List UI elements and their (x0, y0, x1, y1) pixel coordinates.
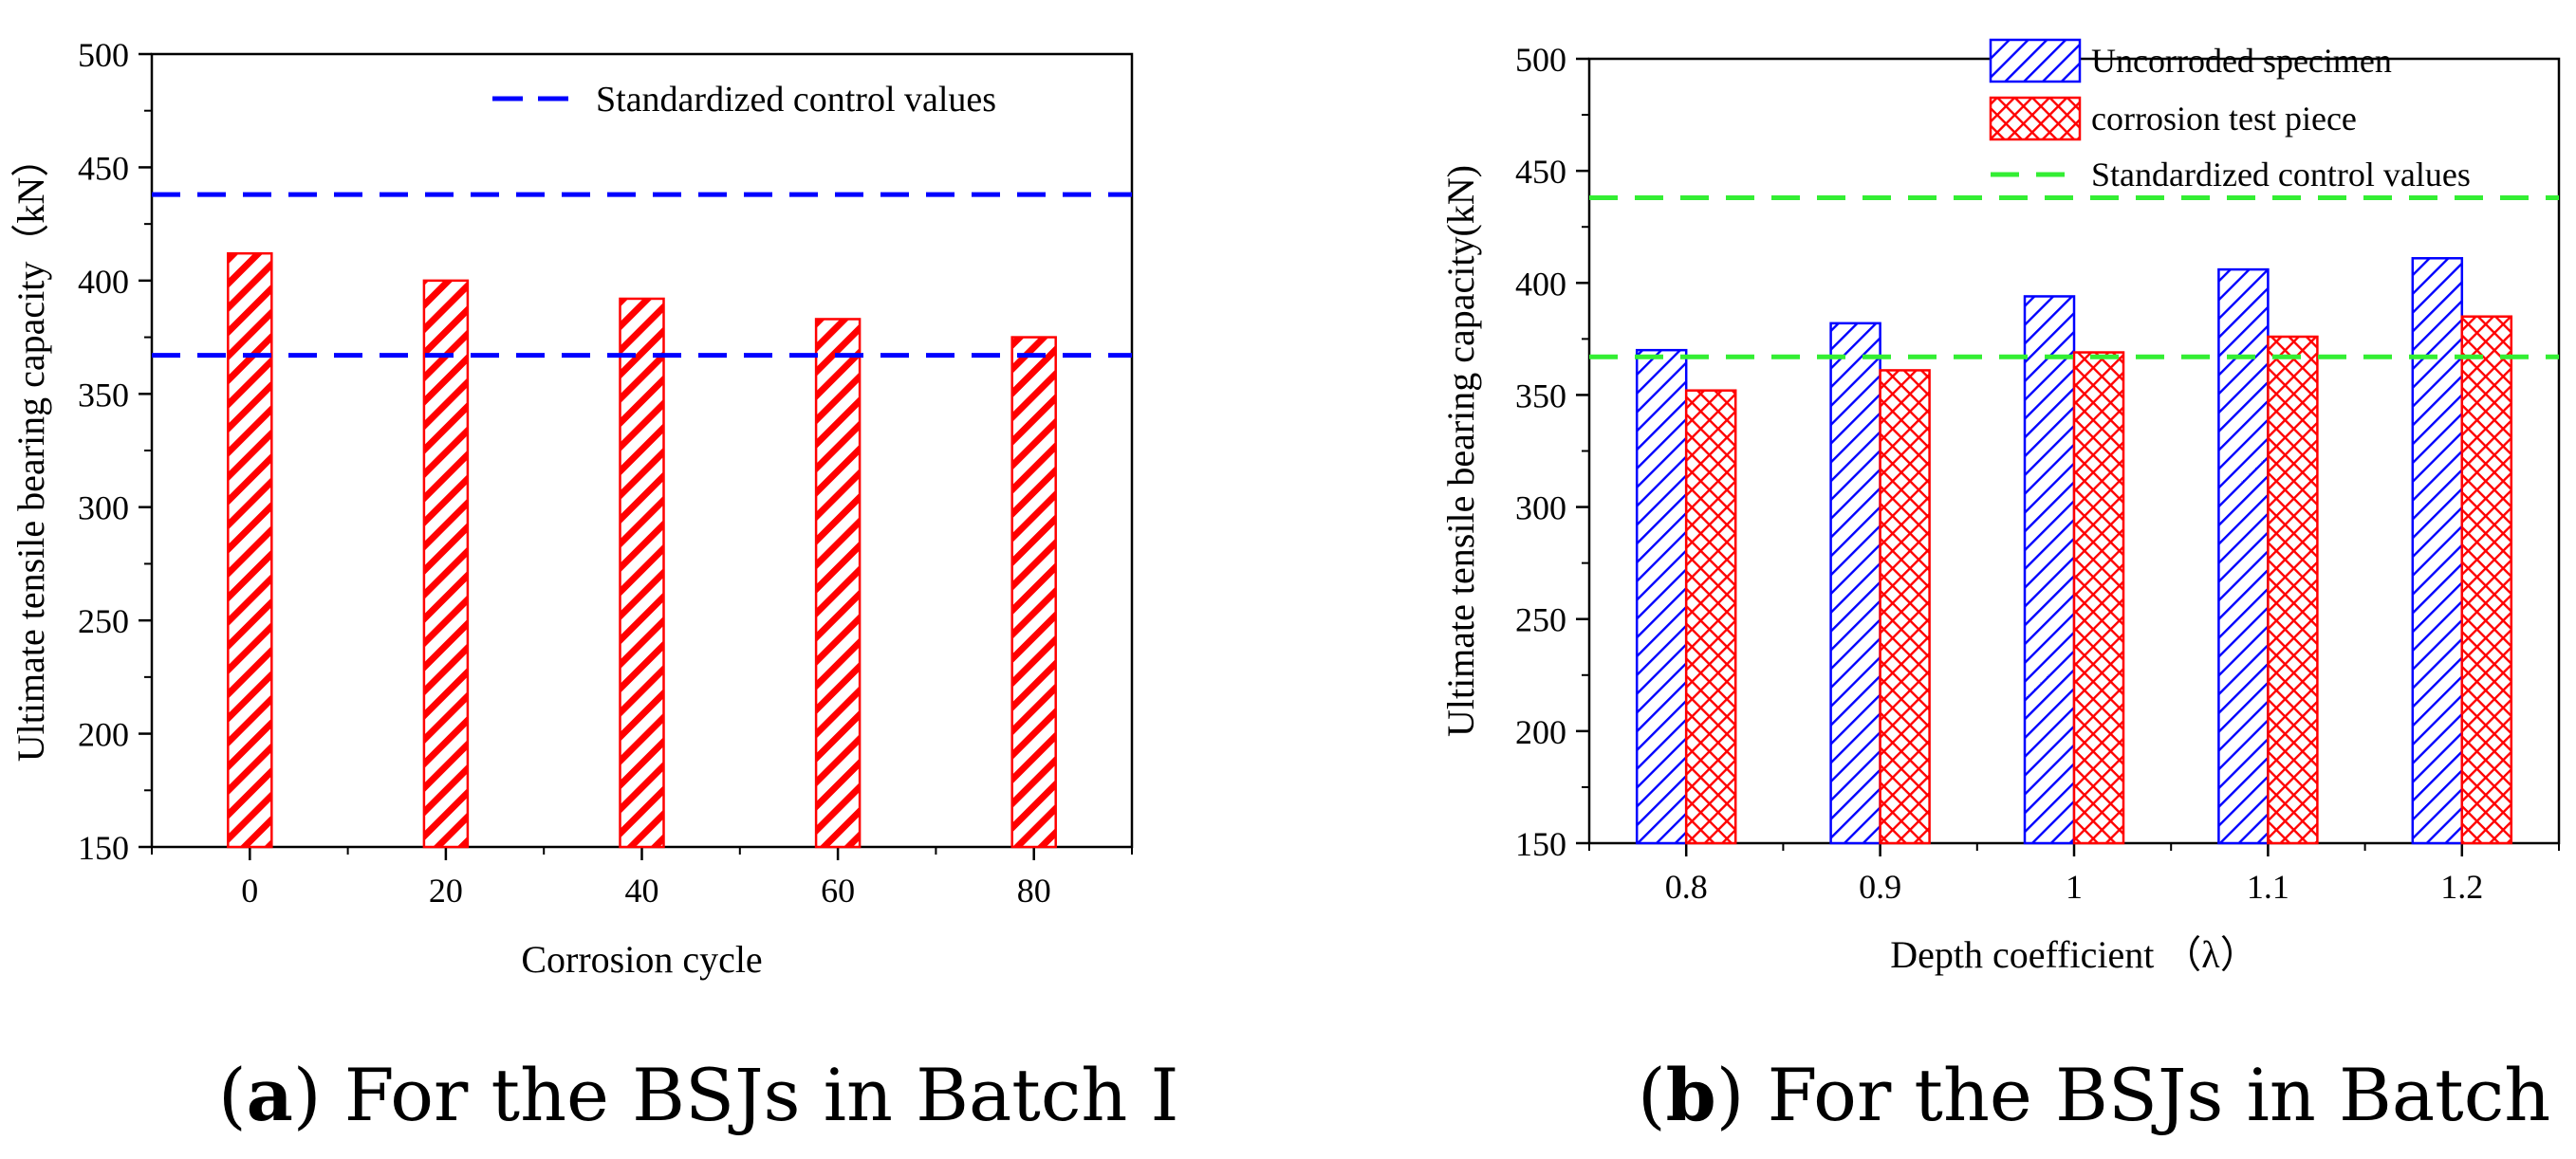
legend-label: Standardized control values (2091, 156, 2471, 193)
y-tick-label: 250 (1515, 601, 1566, 639)
caption-b-letter: b (1665, 1053, 1716, 1137)
x-tick-label: 1.1 (2247, 868, 2289, 906)
caption-b-text: For the BSJs in Batch II (1767, 1053, 2576, 1137)
x-tick-label: 40 (625, 872, 659, 910)
legend-swatch (1989, 38, 2082, 83)
y-tick-label: 500 (78, 36, 129, 74)
bar-corroded (227, 251, 273, 849)
legend-label: Standardized control values (596, 80, 996, 120)
x-tick-label: 0 (241, 872, 258, 910)
x-tick-label: 80 (1017, 872, 1051, 910)
legend-label: Uncorroded specimen (2091, 42, 2392, 80)
y-tick-label: 250 (78, 602, 129, 640)
bar-uncorroded (2023, 295, 2076, 845)
legend: Standardized control values (492, 80, 996, 120)
caption-b: (b) For the BSJs in Batch II (1638, 1053, 2576, 1137)
y-tick-label: 450 (78, 149, 129, 187)
x-axis-label: Corrosion cycle (521, 938, 762, 981)
chart-panel-b: 150 200 250 300 350 400 450 500 0.8 0.9 1 1.1 1.2 Dep… (1439, 38, 2561, 976)
x-tick-label: 60 (821, 872, 855, 910)
legend-swatch (1989, 96, 2082, 141)
x-tick-label: 20 (429, 872, 463, 910)
bar-corroded (814, 318, 862, 849)
bar-corroded (1684, 389, 1737, 845)
bar-uncorroded (2411, 257, 2464, 845)
y-tick-label: 400 (78, 263, 129, 301)
bar-uncorroded (1635, 348, 1688, 845)
y-tick-label: 350 (78, 376, 129, 414)
y-tick-label: 200 (78, 716, 129, 754)
legend: Uncorroded specimen corrosion test piece… (1989, 38, 2471, 193)
caption-a-text: For the BSJs in Batch I (343, 1053, 1179, 1137)
bar-uncorroded (1829, 322, 1881, 845)
legend-label: corrosion test piece (2091, 100, 2357, 138)
x-tick-label: 0.9 (1859, 868, 1901, 906)
caption-a-letter: a (246, 1053, 293, 1137)
x-tick-label: 0.8 (1665, 868, 1708, 906)
y-tick-label: 200 (1515, 713, 1566, 751)
y-tick-label: 400 (1515, 265, 1566, 303)
y-tick-label: 150 (1515, 825, 1566, 863)
bar-corroded (1010, 336, 1057, 849)
y-tick-label: 350 (1515, 377, 1566, 414)
y-tick-label: 500 (1515, 41, 1566, 79)
y-axis-label: Ultimate tensile bearing capacity（kN） (9, 139, 52, 762)
y-axis-label: Ultimate tensile bearing capacity(kN) (1439, 165, 1482, 737)
bar-uncorroded (2217, 267, 2270, 845)
bar-corroded (1879, 369, 1931, 845)
x-tick-label: 1.2 (2440, 868, 2483, 906)
bar-corroded (2072, 351, 2125, 845)
caption-a: (a) For the BSJs in Batch I (218, 1053, 1179, 1137)
chart-panel-a: 150 200 250 300 350 400 450 500 0 20 40 60 80 Corrosi… (9, 36, 1134, 981)
x-axis-label: Depth coefficient （λ） (1890, 933, 2257, 976)
y-tick-label: 150 (78, 829, 129, 867)
bar-corroded (2460, 315, 2513, 845)
x-tick-label: 1 (2066, 868, 2083, 906)
y-tick-label: 450 (1515, 153, 1566, 191)
y-tick-label: 300 (78, 489, 129, 527)
bar-corroded (422, 279, 470, 849)
bar-corroded (2267, 335, 2319, 845)
y-tick-label: 300 (1515, 489, 1566, 527)
bar-corroded (619, 297, 665, 849)
